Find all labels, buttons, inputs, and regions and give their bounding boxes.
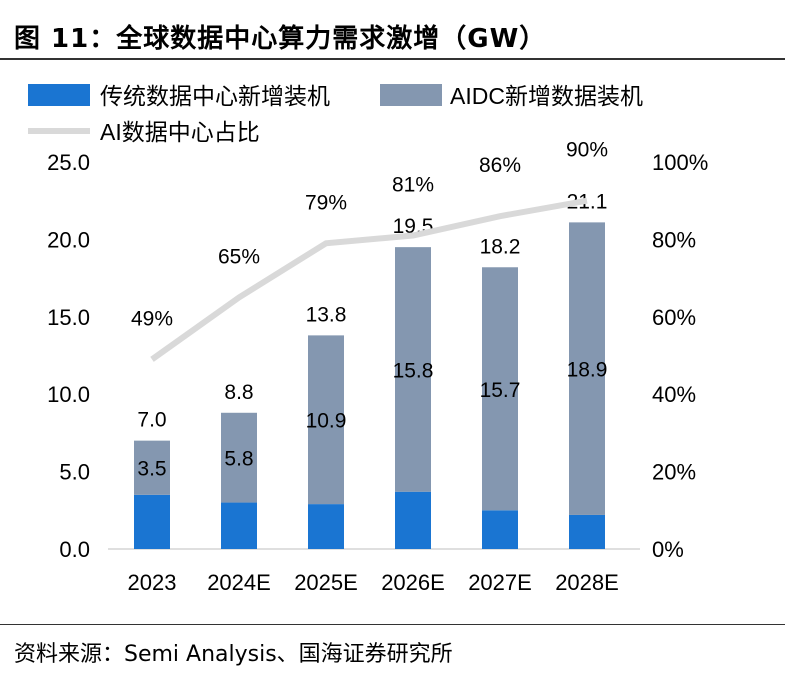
bar-traditional xyxy=(308,504,344,549)
x-tick-label: 2024E xyxy=(207,570,271,595)
line-data-label: 81% xyxy=(392,174,434,197)
x-tick-label: 2023 xyxy=(128,570,177,595)
bar-aidc xyxy=(134,440,170,495)
bar-aidc xyxy=(221,412,257,503)
x-tick-label: 2027E xyxy=(468,570,532,595)
bar-traditional xyxy=(395,491,431,549)
y-tick-label: 25.0 xyxy=(47,150,90,175)
aidc-data-label: 5.8 xyxy=(224,448,253,471)
y-tick-label: 20.0 xyxy=(47,227,90,252)
y2-tick-label: 0% xyxy=(652,537,684,562)
source-divider xyxy=(0,624,785,625)
total-data-label: 13.8 xyxy=(306,303,347,326)
x-tick-label: 2025E xyxy=(294,570,358,595)
legend-label-aidc: AIDC新增数据装机 xyxy=(450,83,643,109)
y2-tick-label: 40% xyxy=(652,382,696,407)
y2-tick-label: 20% xyxy=(652,460,696,485)
bar-traditional xyxy=(134,494,170,549)
bar-traditional xyxy=(482,510,518,549)
y-tick-label: 10.0 xyxy=(47,382,90,407)
line-ai-share xyxy=(150,197,588,362)
source-note: 资料来源：Semi Analysis、国海证券研究所 xyxy=(14,642,453,667)
bar-aidc xyxy=(308,335,344,505)
total-data-label: 18.2 xyxy=(480,235,521,258)
legend-label-line: AI数据中心占比 xyxy=(100,119,260,145)
bar-aidc xyxy=(482,267,518,511)
line-data-label: 90% xyxy=(566,139,608,162)
aidc-data-label: 15.8 xyxy=(393,359,434,382)
legend-swatch-aidc xyxy=(380,84,442,106)
bar-traditional xyxy=(569,514,605,549)
line-data-label: 86% xyxy=(479,154,521,177)
bar-aidc xyxy=(395,247,431,492)
aidc-data-label: 3.5 xyxy=(137,458,166,481)
aidc-data-label: 15.7 xyxy=(480,379,521,402)
aidc-data-label: 10.9 xyxy=(306,410,347,433)
chart-title: 图 11：全球数据中心算力需求激增（GW） xyxy=(14,24,547,54)
line-data-label: 79% xyxy=(305,191,347,214)
legend-label-traditional: 传统数据中心新增装机 xyxy=(100,83,330,109)
x-tick-label: 2026E xyxy=(381,570,445,595)
legend-swatch-traditional xyxy=(28,84,90,106)
y-tick-label: 15.0 xyxy=(47,305,90,330)
y2-tick-label: 80% xyxy=(652,227,696,252)
aidc-data-label: 18.9 xyxy=(567,359,608,382)
bar-aidc xyxy=(569,222,605,515)
y2-tick-label: 60% xyxy=(652,305,696,330)
y-tick-label: 0.0 xyxy=(59,537,90,562)
y-tick-label: 5.0 xyxy=(59,460,90,485)
line-data-label: 65% xyxy=(218,245,260,268)
x-tick-label: 2028E xyxy=(555,570,619,595)
line-data-label: 49% xyxy=(131,307,173,330)
total-data-label: 7.0 xyxy=(137,409,166,432)
title-divider xyxy=(0,58,785,60)
y2-tick-label: 100% xyxy=(652,150,708,175)
total-data-label: 8.8 xyxy=(224,381,253,404)
bar-traditional xyxy=(221,502,257,549)
